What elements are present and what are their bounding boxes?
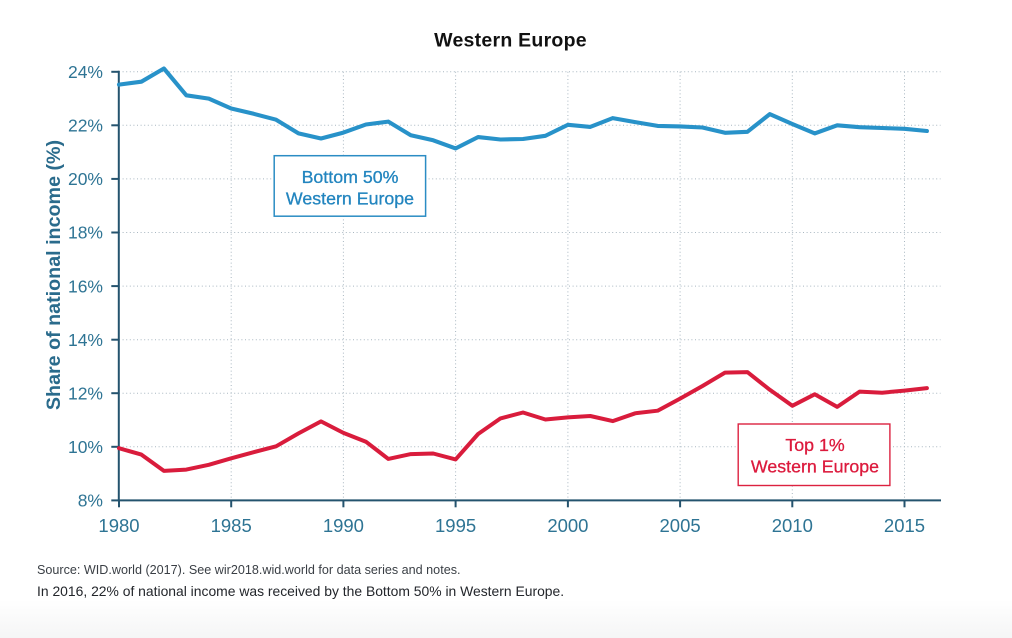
svg-text:2010: 2010	[772, 515, 813, 536]
svg-text:22%: 22%	[68, 116, 103, 136]
svg-text:18%: 18%	[68, 223, 103, 243]
svg-text:20%: 20%	[68, 169, 103, 189]
svg-text:24%: 24%	[68, 62, 103, 82]
svg-text:Western Europe: Western Europe	[434, 30, 587, 52]
svg-text:Western Europe: Western Europe	[751, 457, 879, 477]
svg-text:2000: 2000	[547, 515, 588, 536]
svg-text:2015: 2015	[884, 515, 925, 536]
svg-text:Share of national income (%): Share of national income (%)	[43, 140, 65, 410]
svg-text:16%: 16%	[68, 276, 103, 296]
svg-text:1995: 1995	[435, 515, 476, 536]
svg-text:1990: 1990	[323, 515, 364, 536]
svg-text:In 2016, 22% of national incom: In 2016, 22% of national income was rece…	[37, 583, 564, 599]
svg-text:Bottom 50%: Bottom 50%	[302, 167, 399, 187]
svg-text:Western Europe: Western Europe	[286, 189, 414, 209]
svg-text:8%: 8%	[78, 491, 103, 511]
svg-text:10%: 10%	[68, 437, 103, 457]
svg-text:2005: 2005	[660, 515, 701, 536]
svg-text:Top 1%: Top 1%	[785, 435, 844, 455]
svg-text:14%: 14%	[68, 330, 103, 350]
svg-text:1980: 1980	[98, 515, 139, 536]
svg-text:1985: 1985	[211, 515, 252, 536]
svg-text:12%: 12%	[68, 383, 103, 403]
svg-text:Source: WID.world (2017). See: Source: WID.world (2017). See wir2018.wi…	[37, 563, 461, 577]
